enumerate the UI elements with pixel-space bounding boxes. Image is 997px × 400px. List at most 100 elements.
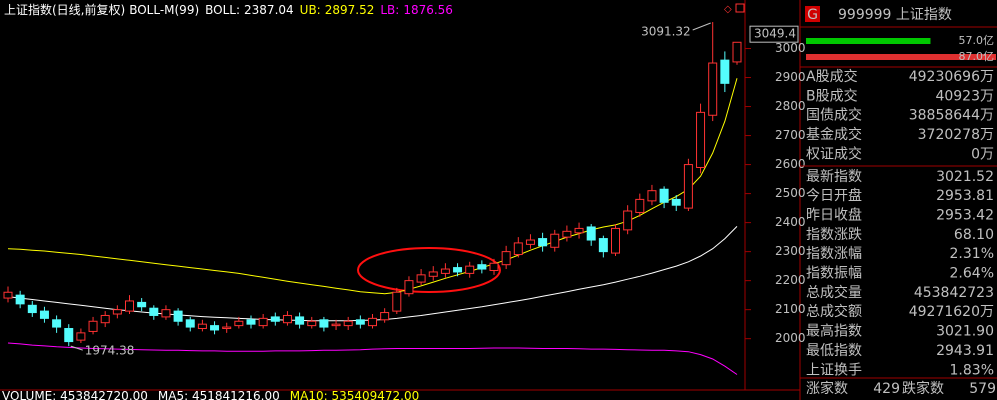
row-label: 最新指数 xyxy=(806,169,862,185)
row-label: 上证换手 xyxy=(806,361,862,378)
y-tick-label: 2500 xyxy=(775,186,806,200)
candle-body xyxy=(185,319,195,328)
flow-bar xyxy=(806,38,931,44)
y-tick-label: 2300 xyxy=(775,244,806,258)
panel-title: 999999 上证指数 xyxy=(838,7,952,23)
footer: VOLUME: 453842720.00 MA5: 451841216.00 MA1… xyxy=(2,389,419,400)
footer-item: MA5: 451841216.00 xyxy=(158,389,280,400)
candle-body xyxy=(380,312,390,321)
annotation-arrow xyxy=(70,345,83,351)
row-value: 2943.91 xyxy=(936,343,994,359)
candle-body xyxy=(477,264,487,270)
candle-body xyxy=(197,323,207,330)
y-tick-label: 2400 xyxy=(775,215,806,229)
y-tick-label: 2600 xyxy=(775,157,806,171)
legend-label: BOLL: xyxy=(205,3,240,17)
candle-body xyxy=(696,111,706,168)
row-label: 指数振幅 xyxy=(806,266,862,282)
row-value: 68.10 xyxy=(954,227,994,243)
candle-body xyxy=(258,317,268,327)
candle-body xyxy=(465,265,475,274)
candle-body xyxy=(100,314,110,324)
row-value: 3720278万 xyxy=(918,127,994,143)
candle-body xyxy=(611,227,620,254)
candle-body xyxy=(513,242,523,256)
breadth-value: 579 xyxy=(969,381,996,397)
candle-body xyxy=(319,319,329,328)
candle-body xyxy=(404,280,414,295)
candle-body xyxy=(562,230,572,238)
footer-item: VOLUME: 453842720.00 xyxy=(2,389,148,400)
candle-body xyxy=(282,314,292,324)
annotation-arrow xyxy=(692,22,711,31)
candle-body xyxy=(331,323,341,327)
candle-body xyxy=(355,319,365,325)
candle-body xyxy=(3,291,13,299)
candle-body xyxy=(307,320,317,327)
candle-body xyxy=(453,267,463,273)
y-tick-label: 2200 xyxy=(775,273,806,287)
flow-label: 87.0亿 xyxy=(959,50,995,63)
candle-body xyxy=(149,307,159,316)
candle-body xyxy=(635,198,645,213)
legend-value: 2387.04 xyxy=(244,3,294,17)
row-label: 指数涨跌 xyxy=(806,227,862,243)
flow-bar xyxy=(806,54,996,60)
candle-body xyxy=(173,310,183,322)
candle-body xyxy=(125,300,134,312)
y-tick-label: 3000 xyxy=(775,41,806,55)
candle-body xyxy=(538,238,548,247)
candle-body xyxy=(598,238,608,253)
row-label: A股成交 xyxy=(806,68,858,85)
icon: ◇ xyxy=(724,4,732,15)
candle-body xyxy=(708,62,718,116)
row-value: 3021.90 xyxy=(936,324,994,340)
legend-label: UB: xyxy=(300,3,321,17)
row-value: 38858644万 xyxy=(909,108,994,124)
row-value: 453842723 xyxy=(914,285,994,301)
candle-body xyxy=(440,268,450,274)
candle-body xyxy=(623,210,633,231)
highlight-ellipse xyxy=(357,247,501,293)
candle-body xyxy=(368,317,377,327)
title: 上证指数(日线,前复权) xyxy=(4,2,125,17)
row-value: 0万 xyxy=(971,146,994,162)
band-line xyxy=(7,78,738,295)
candle-body xyxy=(270,316,280,322)
row-label: 国债成交 xyxy=(806,107,862,124)
candle-body xyxy=(76,332,86,341)
row-value: 1.83% xyxy=(950,362,994,378)
low-annotation: 1974.38 xyxy=(85,344,135,358)
candle-body xyxy=(88,320,98,332)
price-tag-box xyxy=(749,25,799,43)
row-value: 49271620万 xyxy=(909,304,994,320)
candle-body xyxy=(647,190,657,202)
footer-item: MA10: 535409472.00 xyxy=(290,389,420,400)
candle-body xyxy=(501,251,511,266)
candle-body xyxy=(112,309,122,315)
chart-header: 上证指数(日线,前复权) BOLL-M(99) BOLL: 2387.04 UB: 289… xyxy=(4,2,453,17)
y-tick-label: 2100 xyxy=(775,302,806,316)
candle-body xyxy=(246,319,256,325)
candle-body xyxy=(27,304,37,314)
candle-body xyxy=(489,262,499,271)
row-label: 总成交额 xyxy=(806,303,862,320)
row-label: 今日开盘 xyxy=(806,187,862,204)
candle-body xyxy=(720,59,730,84)
icon xyxy=(735,3,745,13)
breadth-value: 429 xyxy=(873,381,900,397)
candle-body xyxy=(15,294,25,305)
y-tick-label: 2800 xyxy=(775,99,806,113)
candle-body xyxy=(671,198,681,206)
subtitle: BOLL-M(99) xyxy=(129,3,199,17)
y-tick-label: 2700 xyxy=(775,128,806,142)
row-value: 2.31% xyxy=(950,246,994,262)
row-value: 2953.81 xyxy=(936,188,994,204)
row-label: 昨日收盘 xyxy=(806,206,862,223)
row-label: 最高指数 xyxy=(806,323,862,340)
band-line xyxy=(7,342,738,375)
row-label: 指数涨幅 xyxy=(806,246,862,262)
candle-body xyxy=(295,316,305,325)
candle-body xyxy=(392,291,402,312)
candle-body xyxy=(210,325,220,331)
